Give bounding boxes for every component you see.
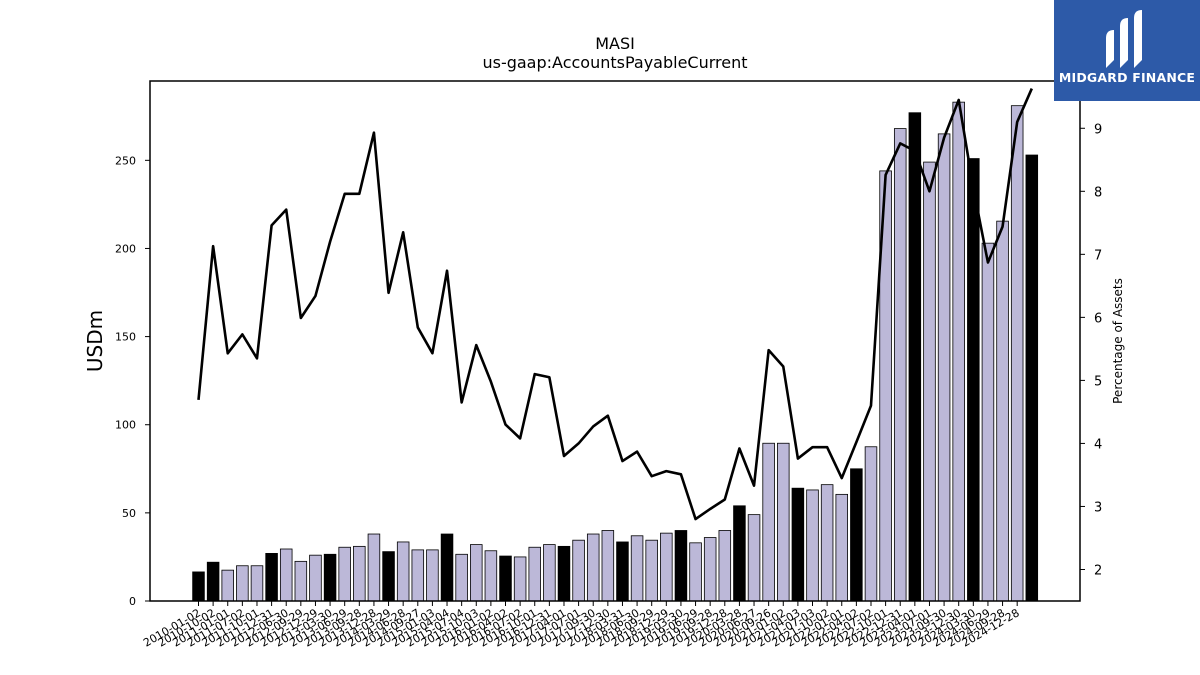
bar [747, 514, 761, 602]
bar [440, 533, 454, 602]
y-tick-label: 50 [122, 507, 136, 520]
y-tick-label: 100 [115, 419, 136, 432]
y2-axis-label: Percentage of Assets [1111, 278, 1125, 404]
bar [601, 530, 615, 602]
bar [791, 487, 805, 602]
bar [1025, 154, 1039, 602]
bar [952, 101, 965, 602]
bar [1010, 105, 1024, 602]
pct-of-assets-series [197, 88, 1033, 521]
y2-tick-label: 5 [1094, 374, 1102, 389]
chart-subtitle: us-gaap:AccountsPayableCurrent [482, 53, 747, 72]
bar [660, 532, 673, 602]
bar [908, 112, 922, 602]
bar [396, 541, 410, 602]
bar [806, 489, 819, 602]
brand-logo: MIDGARD FINANCE [1054, 0, 1200, 101]
bar [864, 446, 878, 602]
bar [689, 542, 702, 602]
y2-tick-label: 9 [1094, 122, 1102, 137]
y-tick-label: 250 [115, 154, 136, 167]
bar [323, 553, 337, 602]
bar [557, 545, 571, 602]
bar [586, 533, 600, 602]
bar [411, 549, 425, 602]
bar [893, 128, 907, 602]
bar [718, 530, 732, 602]
y2-tick-label: 8 [1094, 185, 1102, 200]
bar [996, 220, 1009, 602]
plot-frame [149, 80, 1081, 602]
pct-of-assets-line [197, 88, 1033, 521]
y2-tick-label: 2 [1094, 563, 1102, 578]
bar [250, 565, 264, 602]
axes: 050100150200250234567892010-01-022010-10… [115, 80, 1102, 650]
bar [762, 442, 775, 602]
y2-tick-label: 6 [1094, 311, 1102, 326]
brand-logo-text: MIDGARD FINANCE [1058, 70, 1196, 85]
bar [850, 468, 863, 602]
bar [382, 551, 395, 602]
bar [777, 442, 790, 602]
y2-tick-label: 4 [1094, 437, 1102, 452]
bar [572, 539, 585, 602]
bar [484, 550, 498, 602]
y-tick-label: 200 [115, 242, 136, 255]
bar [221, 569, 234, 602]
bar [426, 549, 439, 602]
y-axis-label: USDm [83, 310, 107, 372]
bar [455, 553, 468, 602]
bar [630, 535, 644, 602]
bar [499, 555, 512, 602]
bar [353, 545, 366, 602]
bar [835, 493, 849, 602]
bar [367, 533, 381, 602]
bar [513, 556, 527, 602]
bar [616, 541, 629, 602]
bar [674, 530, 688, 602]
bar [309, 554, 322, 602]
bar [703, 537, 717, 602]
bar [923, 161, 936, 602]
bar [528, 546, 542, 602]
bar [265, 553, 278, 602]
bar [206, 561, 220, 602]
bar [645, 539, 658, 602]
bar-series [192, 101, 1039, 602]
y-tick-label: 0 [129, 595, 136, 608]
bar [192, 571, 205, 602]
bar [981, 242, 995, 602]
bar [236, 565, 249, 602]
y2-tick-label: 3 [1094, 500, 1102, 515]
bar [543, 544, 556, 602]
bar [338, 546, 351, 602]
brand-logo-mark [1106, 10, 1142, 68]
chart-title: MASI [595, 34, 635, 53]
y-tick-label: 150 [115, 331, 136, 344]
bar [820, 484, 834, 602]
bar [279, 548, 293, 602]
bar [470, 544, 483, 602]
bar [937, 133, 951, 602]
y2-tick-label: 7 [1094, 248, 1102, 263]
bar [733, 505, 746, 602]
bar [967, 158, 980, 602]
bar [294, 560, 308, 602]
